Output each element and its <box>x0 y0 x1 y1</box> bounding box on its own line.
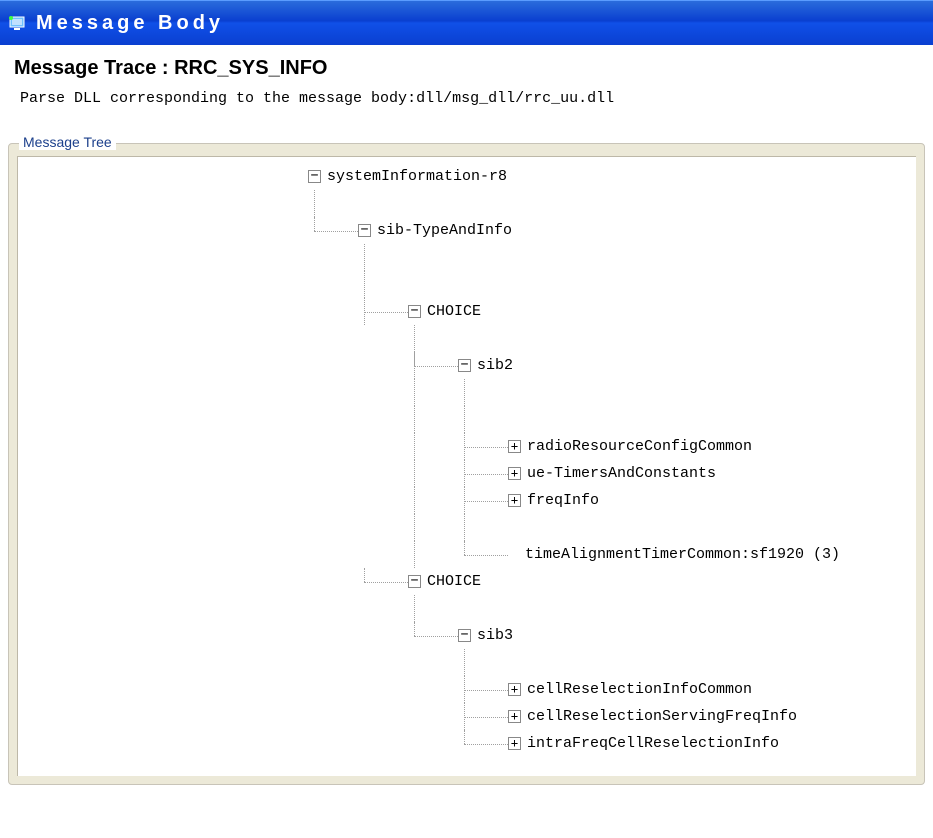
expand-icon[interactable] <box>508 710 521 723</box>
tree-root: systemInformation-r8 sib-TypeAndInfo CHOIC… <box>18 157 916 763</box>
tree-node-label: CHOICE <box>425 573 481 590</box>
tree-node-label: intraFreqCellReselectionInfo <box>525 735 779 752</box>
tree-gap <box>18 406 916 433</box>
tree-node-label: freqInfo <box>525 492 599 509</box>
collapse-icon[interactable] <box>408 305 421 318</box>
groupbox-legend: Message Tree <box>19 134 116 150</box>
tree-node-root[interactable]: systemInformation-r8 <box>18 163 916 190</box>
expand-icon[interactable] <box>508 440 521 453</box>
tree-node-label: sib2 <box>475 357 513 374</box>
tree-gap <box>18 379 916 406</box>
collapse-icon[interactable] <box>358 224 371 237</box>
tree-gap <box>18 514 916 541</box>
collapse-icon[interactable] <box>458 359 471 372</box>
tree-gap <box>18 595 916 622</box>
trace-label-prefix: Message Trace : <box>14 57 174 79</box>
window-title: Message Body <box>36 12 224 35</box>
collapse-icon[interactable] <box>308 170 321 183</box>
tree-node-label: radioResourceConfigCommon <box>525 438 752 455</box>
tree-node-label: timeAlignmentTimerCommon:sf1920 (3) <box>523 546 840 563</box>
app-icon <box>8 15 28 31</box>
tree-gap <box>18 190 916 217</box>
expand-icon[interactable] <box>508 494 521 507</box>
tree-gap <box>18 325 916 352</box>
tree-node-cellReselectionServingFreqInfo[interactable]: cellReselectionServingFreqInfo <box>18 703 916 730</box>
message-tree-groupbox: Message Tree systemInformation-r8sib-Typ… <box>8 143 925 785</box>
tree-node-radioResourceConfigCommon[interactable]: radioResourceConfigCommon <box>18 433 916 460</box>
tree-gap <box>18 649 916 676</box>
tree-node-label: cellReselectionServingFreqInfo <box>525 708 797 725</box>
header-area: Message Trace : RRC_SYS_INFO Parse DLL c… <box>0 45 933 143</box>
tree-node-label: CHOICE <box>425 303 481 320</box>
expand-icon[interactable] <box>508 683 521 696</box>
tree-node-cellReselectionInfoCommon[interactable]: cellReselectionInfoCommon <box>18 676 916 703</box>
trace-title: Message Trace : RRC_SYS_INFO <box>14 57 919 80</box>
tree-node-label: cellReselectionInfoCommon <box>525 681 752 698</box>
tree-node-timeAlignmentTimerCommon[interactable]: timeAlignmentTimerCommon:sf1920 (3) <box>18 541 916 568</box>
window-titlebar: Message Body <box>0 0 933 45</box>
collapse-icon[interactable] <box>408 575 421 588</box>
parse-dll-line: Parse DLL corresponding to the message b… <box>20 90 919 107</box>
expand-icon[interactable] <box>508 467 521 480</box>
tree-node-sibTypeAndInfo[interactable]: sib-TypeAndInfo <box>18 217 916 244</box>
tree-gap <box>18 271 916 298</box>
tree-node-sib2[interactable]: sib2 <box>18 352 916 379</box>
tree-node-freqInfo[interactable]: freqInfo <box>18 487 916 514</box>
tree-node-label: systemInformation-r8 <box>325 168 507 185</box>
trace-name: RRC_SYS_INFO <box>174 57 327 79</box>
tree-node-label: ue-TimersAndConstants <box>525 465 716 482</box>
tree-node-choice2[interactable]: CHOICE <box>18 568 916 595</box>
tree-node-ueTimersAndConstants[interactable]: ue-TimersAndConstants <box>18 460 916 487</box>
tree-gap <box>18 244 916 271</box>
tree-node-sib3[interactable]: sib3 <box>18 622 916 649</box>
tree-node-label: sib-TypeAndInfo <box>375 222 512 239</box>
collapse-icon[interactable] <box>458 629 471 642</box>
expand-icon[interactable] <box>508 737 521 750</box>
tree-node-choice1[interactable]: CHOICE <box>18 298 916 325</box>
tree-node-intraFreqCellReselectionInfo[interactable]: intraFreqCellReselectionInfo <box>18 730 916 757</box>
tree-panel: systemInformation-r8 sib-TypeAndInfo CHOIC… <box>17 156 916 776</box>
tree-node-label: sib3 <box>475 627 513 644</box>
